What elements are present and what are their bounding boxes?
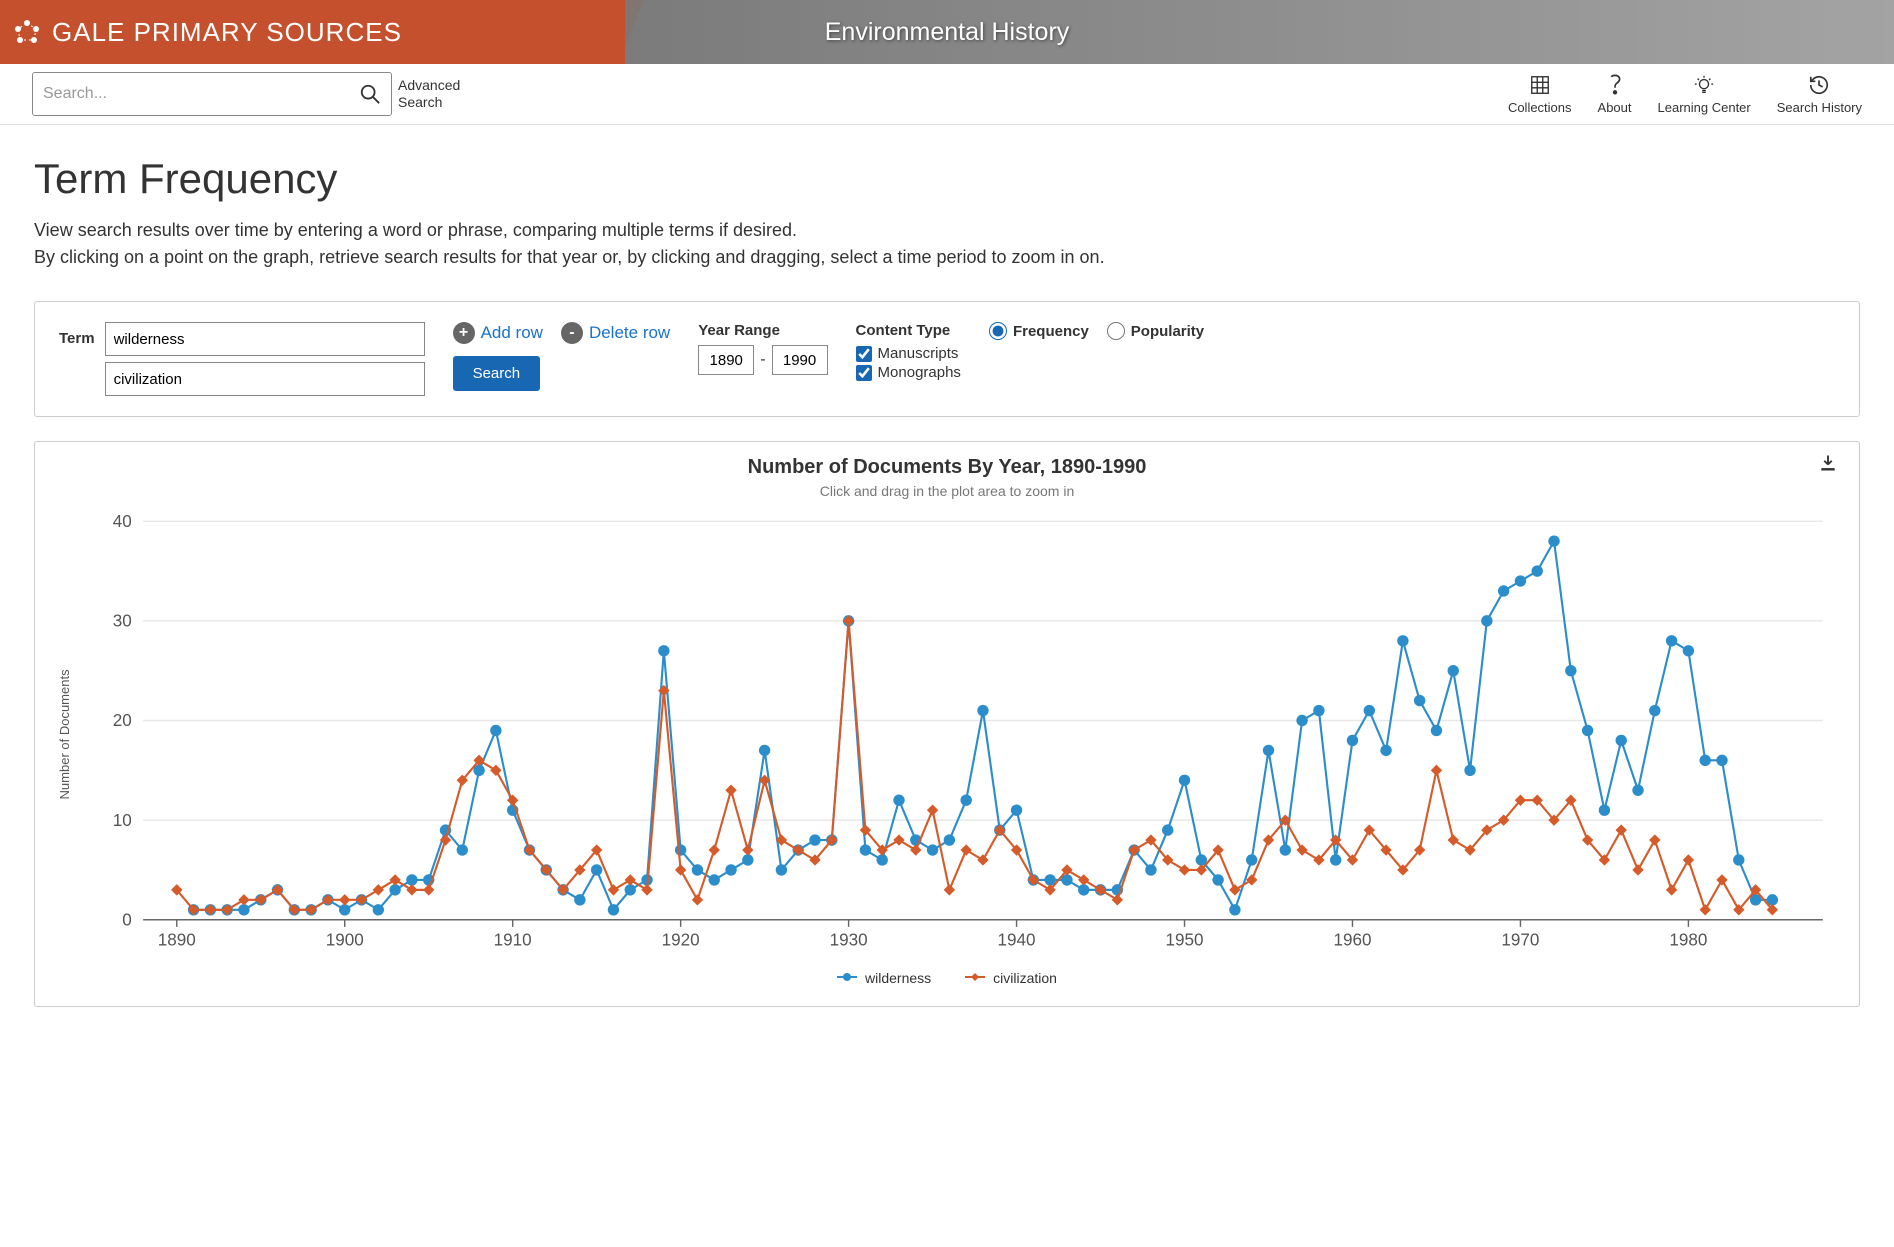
year-range-label: Year Range: [698, 322, 827, 339]
download-icon[interactable]: [1819, 454, 1837, 472]
term-input-1[interactable]: [105, 322, 425, 356]
add-row-button[interactable]: + Add row: [453, 322, 543, 344]
year-to-input[interactable]: [772, 345, 828, 375]
svg-text:0: 0: [122, 910, 132, 929]
nav-collections[interactable]: Collections: [1508, 74, 1572, 115]
term-input-2[interactable]: [105, 362, 425, 396]
svg-text:20: 20: [113, 711, 132, 730]
search-input[interactable]: [43, 85, 359, 103]
monographs-checkbox[interactable]: [856, 365, 872, 381]
svg-text:10: 10: [113, 811, 132, 830]
delete-row-button[interactable]: - Delete row: [561, 322, 670, 344]
banner-bg-image: [625, 0, 1894, 64]
search-button[interactable]: Search: [453, 356, 541, 391]
svg-text:1960: 1960: [1333, 930, 1371, 949]
legend-item-wilderness[interactable]: wilderness: [837, 970, 931, 986]
svg-text:1890: 1890: [158, 930, 196, 949]
chart-title: Number of Documents By Year, 1890-1990: [57, 456, 1837, 479]
svg-text:1950: 1950: [1166, 930, 1204, 949]
manuscripts-checkbox-label[interactable]: Manuscripts: [856, 345, 961, 362]
chart-legend: wilderness civilization: [57, 970, 1837, 986]
search-box[interactable]: [32, 72, 392, 116]
question-icon: [1598, 74, 1632, 96]
nav-about[interactable]: About: [1598, 74, 1632, 115]
svg-text:40: 40: [113, 512, 132, 531]
bulb-icon: [1658, 74, 1751, 96]
svg-text:1910: 1910: [494, 930, 532, 949]
content-type-label: Content Type: [856, 322, 961, 339]
popularity-radio-label[interactable]: Popularity: [1107, 322, 1204, 340]
history-icon: [1777, 74, 1862, 96]
header-banner: GALE PRIMARY SOURCES Environmental Histo…: [0, 0, 1894, 64]
legend-marker-icon: [965, 970, 985, 986]
plus-icon: +: [453, 322, 475, 344]
chart-subtitle: Click and drag in the plot area to zoom …: [57, 483, 1837, 499]
term-label: Term: [59, 322, 95, 347]
manuscripts-checkbox[interactable]: [856, 346, 872, 362]
year-from-input[interactable]: [698, 345, 754, 375]
popularity-radio[interactable]: [1107, 322, 1125, 340]
svg-text:1900: 1900: [326, 930, 364, 949]
y-axis-label: Number of Documents: [57, 507, 72, 962]
legend-item-civilization[interactable]: civilization: [965, 970, 1057, 986]
legend-marker-icon: [837, 970, 857, 986]
nav-learning-center[interactable]: Learning Center: [1658, 74, 1751, 115]
logo-area[interactable]: GALE PRIMARY SOURCES: [0, 17, 402, 48]
advanced-search-link[interactable]: Advanced Search: [398, 77, 460, 111]
controls-panel: Term + Add row - Delete row: [34, 301, 1860, 417]
frequency-radio[interactable]: [989, 322, 1007, 340]
year-separator: -: [760, 351, 765, 369]
nav-items: Collections About Learning Center Search Hi…: [1508, 74, 1862, 115]
grid-icon: [1508, 74, 1572, 96]
svg-text:1940: 1940: [998, 930, 1036, 949]
logo-text: GALE PRIMARY SOURCES: [52, 17, 402, 48]
page-title: Term Frequency: [34, 155, 1860, 203]
monographs-checkbox-label[interactable]: Monographs: [856, 364, 961, 381]
minus-icon: -: [561, 322, 583, 344]
nav-search-history[interactable]: Search History: [1777, 74, 1862, 115]
banner-title: Environmental History: [825, 18, 1070, 47]
svg-text:1930: 1930: [830, 930, 868, 949]
chart-panel: Number of Documents By Year, 1890-1990 C…: [34, 441, 1860, 1007]
chart-plot[interactable]: 0 10 20 30 40 1890 1900 1910 1920 1930 1940 1950 196…: [72, 507, 1837, 962]
gale-logo-icon: [12, 17, 42, 47]
svg-text:1970: 1970: [1501, 930, 1539, 949]
search-icon[interactable]: [359, 83, 381, 105]
frequency-radio-label[interactable]: Frequency: [989, 322, 1089, 340]
svg-text:1980: 1980: [1669, 930, 1707, 949]
toolbar: Advanced Search Collections About Learning…: [0, 64, 1894, 125]
svg-text:30: 30: [113, 612, 132, 631]
page-description: View search results over time by enterin…: [34, 217, 1860, 271]
svg-text:1920: 1920: [662, 930, 700, 949]
